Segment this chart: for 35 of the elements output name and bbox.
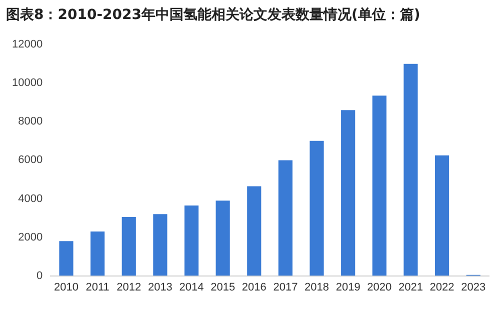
bar <box>434 155 450 276</box>
bar <box>247 186 262 276</box>
y-tick-label: 8000 <box>18 116 43 128</box>
bar <box>216 200 230 276</box>
x-tick-label: 2016 <box>242 281 266 294</box>
x-tick-label: 2017 <box>273 281 298 294</box>
bar <box>278 160 292 276</box>
x-tick-label: 2011 <box>86 281 110 294</box>
bar <box>153 214 168 276</box>
y-tick-label: 12000 <box>12 38 43 51</box>
x-tick-label: 2018 <box>304 281 330 294</box>
x-tick-label: 2021 <box>398 281 423 294</box>
bar <box>404 64 418 276</box>
y-tick-label: 4000 <box>18 192 43 205</box>
x-tick-label: 2010 <box>54 281 78 294</box>
x-tick-label: 2023 <box>461 281 486 294</box>
bar <box>59 241 74 276</box>
y-tick-label: 6000 <box>18 154 43 166</box>
x-tick-label: 2013 <box>148 281 172 294</box>
y-tick-label: 2000 <box>18 231 43 244</box>
bar <box>184 205 199 276</box>
x-tick-label: 2022 <box>430 281 454 294</box>
x-tick-label: 2012 <box>116 281 142 294</box>
bar <box>341 110 356 276</box>
bar <box>122 217 136 276</box>
bar <box>310 140 324 276</box>
y-tick-label: 0 <box>36 270 43 282</box>
y-tick-label: 10000 <box>12 77 43 90</box>
x-tick-label: 2015 <box>210 281 236 294</box>
bar <box>90 231 105 276</box>
bar <box>372 96 386 276</box>
chart-title: 图表8：2010-2023年中国氢能相关论文发表数量情况(单位：篇) <box>5 6 422 25</box>
x-tick-label: 2020 <box>367 281 392 294</box>
x-tick-label: 2014 <box>179 281 204 294</box>
x-tick-label: 2019 <box>336 281 360 294</box>
